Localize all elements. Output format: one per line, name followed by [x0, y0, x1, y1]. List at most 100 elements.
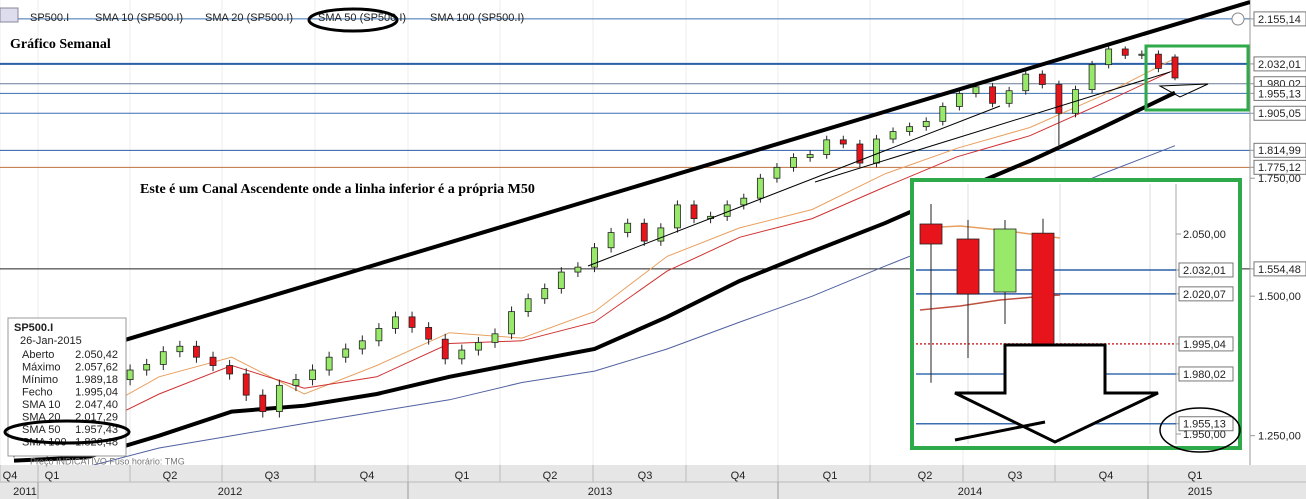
- x-tick-label: Q4: [1099, 470, 1114, 482]
- candle-body: [1055, 84, 1063, 114]
- legend: SMA 10 (SP500.I) SMA 20 (SP500.I) SMA 50 (…: [95, 12, 524, 24]
- inset-tick-label: 2.020,07: [1183, 289, 1226, 301]
- candle-body: [209, 356, 217, 366]
- candle-body: [657, 227, 665, 242]
- x-tick-label: Q4: [731, 470, 746, 482]
- tick-label-box: [1253, 11, 1306, 27]
- inset-tick-box: [1178, 286, 1234, 302]
- candle-body: [607, 232, 615, 249]
- inset-tick-label: 1.980,02: [1183, 369, 1226, 381]
- trend-line: [587, 105, 1001, 267]
- candle-body: [939, 106, 947, 122]
- info-label: Máximo: [22, 361, 61, 373]
- candle-body: [674, 204, 681, 229]
- candle-body: [790, 157, 797, 168]
- info-label: Mínimo: [22, 374, 58, 386]
- candle-body: [143, 364, 151, 371]
- candle-body: [989, 86, 996, 104]
- x-tick-label: Q1: [823, 470, 838, 482]
- price-axis: 2.155,142.032,011.980,021.955,131.905,05…: [1250, 11, 1306, 443]
- year-label: 2013: [588, 486, 612, 498]
- candle-body: [193, 345, 200, 358]
- info-value: 1.989,18: [75, 374, 118, 386]
- arrow: [954, 343, 1159, 444]
- inset-tick-label: 2.050,00: [1183, 229, 1226, 241]
- candle-body: [591, 247, 598, 268]
- y-tick-label: 1.250,00: [1258, 431, 1301, 443]
- trend-line: [954, 420, 1046, 442]
- candle-body: [806, 154, 814, 158]
- candle-body: [856, 143, 864, 164]
- x-tick-label: Q2: [543, 470, 558, 482]
- candle-body: [242, 373, 250, 396]
- candle-body: [325, 356, 333, 371]
- candle-body: [740, 197, 748, 206]
- candle-body: [226, 365, 234, 375]
- candle-body: [823, 139, 831, 155]
- highlight: [3, 419, 131, 445]
- arrow: [1158, 83, 1209, 98]
- y-tick-label: 1.775,12: [1258, 162, 1301, 174]
- candle-body: [309, 369, 316, 381]
- inset-tick-box: [1178, 336, 1234, 352]
- candle-body: [624, 222, 632, 233]
- candle-body: [1105, 48, 1113, 66]
- candle-body: [993, 228, 1017, 293]
- time-axis: Preço INDICATIVO Fuso horário: TMG Q4 Q1 Q…: [0, 456, 1306, 499]
- tick-label-box: [1253, 142, 1306, 158]
- candle-body: [873, 138, 880, 164]
- info-value: 1.995,04: [75, 386, 118, 398]
- highlight: [1159, 407, 1241, 453]
- info-label: SMA 10: [22, 399, 61, 411]
- x-tick-label: Q3: [1008, 470, 1023, 482]
- year-label: 2015: [1188, 486, 1212, 498]
- y-tick-label: 1.814,99: [1258, 145, 1301, 157]
- year-label: 2014: [958, 486, 982, 498]
- info-label: Aberto: [22, 349, 54, 361]
- candle-body: [292, 379, 300, 386]
- info-date: 26-Jan-2015: [20, 335, 82, 347]
- x-tick-label: Q4: [3, 470, 18, 482]
- candle-body: [640, 222, 648, 242]
- candle-body: [906, 126, 914, 132]
- candle-body: [574, 266, 582, 273]
- candle-body: [1022, 73, 1030, 92]
- y-tick-label: 2.032,01: [1258, 59, 1301, 71]
- candle-body: [1121, 48, 1129, 56]
- candle-body: [342, 348, 350, 358]
- x-tick-label: Q2: [918, 470, 933, 482]
- tick-label-box: [1253, 85, 1306, 101]
- plot-area: [0, 0, 1250, 465]
- candle-body: [159, 351, 167, 365]
- icon: [0, 7, 19, 23]
- chart-title: Gráfico Semanal: [10, 37, 111, 52]
- info-value: 2.047,40: [75, 399, 118, 411]
- candle-body: [524, 298, 532, 313]
- info-value: 1.957,43: [75, 424, 118, 436]
- inset: 2.050,00 2.032,01 2.020,07 1.995,04 1.980,02…: [910, 178, 1242, 453]
- tick-label-box: [1253, 159, 1306, 175]
- sma-line: [13, 69, 1176, 455]
- candle-body: [541, 288, 549, 300]
- candle-body: [508, 311, 515, 335]
- candle-body: [392, 316, 399, 329]
- candle-body: [922, 120, 930, 128]
- legend-entry: SMA 100 (SP500.I): [430, 12, 524, 24]
- candle-body: [919, 223, 943, 245]
- candle-body: [773, 166, 781, 179]
- y-tick-label: 1.554,48: [1258, 264, 1301, 276]
- legend-entry: SMA 10 (SP500.I): [95, 12, 183, 24]
- candle-body: [425, 327, 433, 340]
- candle-body: [889, 131, 897, 140]
- info-box: SP500.I 26-Jan-2015 Aberto 2.050,42 Máximo…: [3, 317, 131, 457]
- candle-body: [955, 93, 963, 107]
- x-tick-label: Q1: [455, 470, 470, 482]
- candle-body: [1088, 64, 1096, 90]
- highlight: [307, 7, 399, 33]
- candle-body: [972, 86, 980, 94]
- year-label: 2012: [218, 486, 242, 498]
- y-tick-label: 1.955,13: [1258, 88, 1301, 100]
- candle-body: [1038, 73, 1046, 85]
- y-tick-label: 1.500,00: [1258, 291, 1301, 303]
